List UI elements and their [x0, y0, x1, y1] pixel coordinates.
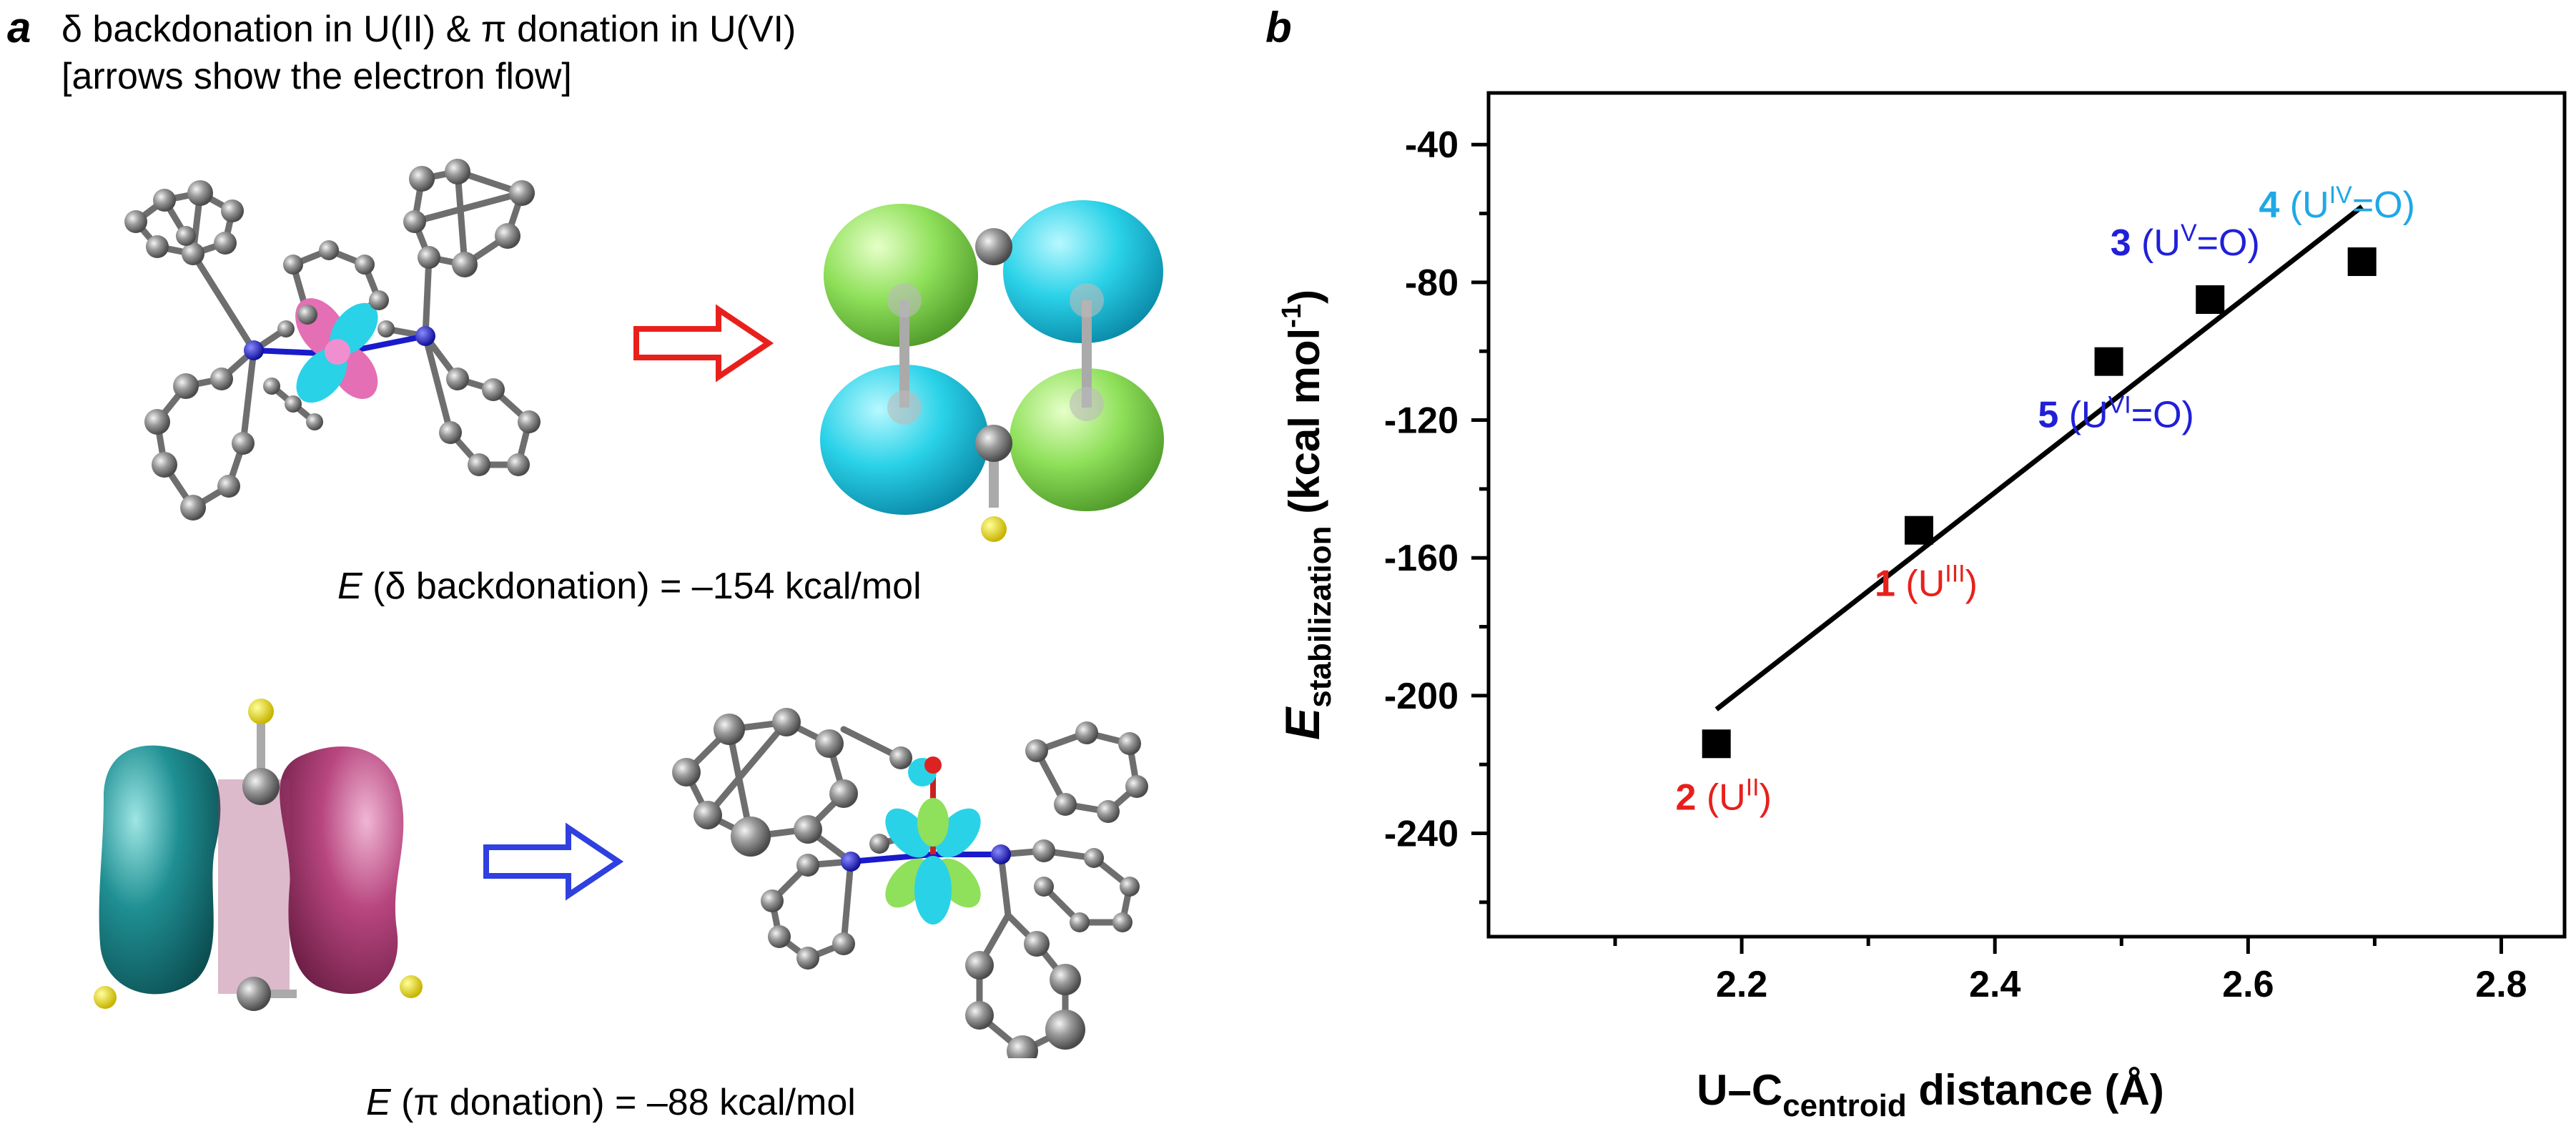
- x-tick-label: 2.4: [1969, 964, 2020, 1005]
- x-tick-label: 2.6: [2222, 964, 2274, 1005]
- data-point: [2347, 247, 2377, 276]
- y-tick-label: -200: [1384, 676, 1459, 717]
- y-axis-title: Estabilization (kcal mol-1): [1275, 290, 1338, 740]
- linear-fit-line: [1714, 204, 2364, 711]
- x-axis-title: U–Ccentroid distance (Å): [1697, 1066, 2164, 1123]
- data-point: [1702, 729, 1731, 759]
- data-point-label: 1 (UIII): [1875, 561, 1978, 605]
- data-point-label: 2 (UII): [1675, 774, 1771, 818]
- y-tick-label: -240: [1384, 814, 1459, 855]
- caption-delta-backdonation: E (δ backdonation) = –154 kcal/mol: [337, 565, 922, 608]
- y-axis-title-sub: stabilization: [1303, 526, 1338, 707]
- x-tick-label: 2.8: [2475, 964, 2527, 1005]
- y-tick-label: -40: [1405, 124, 1459, 166]
- data-point: [1905, 516, 1933, 545]
- x-axis-title-tail: distance (Å): [1907, 1066, 2164, 1114]
- caption-delta-E: E: [337, 566, 362, 607]
- data-point-label: 3 (UV=O): [2111, 220, 2260, 264]
- data-point-label: 5 (UVI=O): [2038, 392, 2194, 436]
- y-axis-title-tail: (kcal mol: [1280, 328, 1328, 526]
- ring-orbital-bottom: [94, 699, 423, 1011]
- molecule-u6-pi-orbital: [672, 708, 1148, 1058]
- data-point: [2094, 347, 2123, 376]
- caption-pi-text: (π donation) = –88 kcal/mol: [390, 1082, 856, 1123]
- panel-a-heading-line1: δ backdonation in U(II) & π donation in …: [61, 9, 796, 50]
- x-axis-title-sub: centroid: [1782, 1088, 1907, 1123]
- data-point-label: 4 (UIV=O): [2259, 182, 2415, 226]
- y-tick-label: -80: [1405, 262, 1459, 304]
- caption-pi-E: E: [366, 1082, 391, 1123]
- y-tick-label: -160: [1384, 538, 1459, 579]
- ring-orbital-top: [820, 200, 1164, 542]
- panel-b-letter: b: [1265, 4, 1292, 51]
- caption-pi-donation: E (π donation) = –88 kcal/mol: [366, 1081, 856, 1124]
- panel-a-letter: a: [7, 4, 31, 51]
- electron-flow-arrow-blue: [483, 822, 624, 901]
- x-axis-title-main: U–C: [1697, 1066, 1782, 1114]
- y-tick-label: -120: [1384, 400, 1459, 442]
- caption-delta-text: (δ backdonation) = –154 kcal/mol: [362, 566, 922, 607]
- y-axis-title-main: E: [1275, 706, 1330, 740]
- y-axis-title-sup: -1: [1277, 304, 1307, 328]
- y-axis-title-close: ): [1280, 290, 1328, 304]
- plot-frame: [1486, 91, 2567, 939]
- panel-a-heading-line2: [arrows show the electron flow]: [61, 56, 572, 97]
- x-tick-label: 2.2: [1716, 964, 1767, 1005]
- molecule-u2-delta-orbital: [124, 159, 541, 521]
- data-point: [2196, 285, 2225, 314]
- electron-flow-arrow-red: [633, 304, 774, 383]
